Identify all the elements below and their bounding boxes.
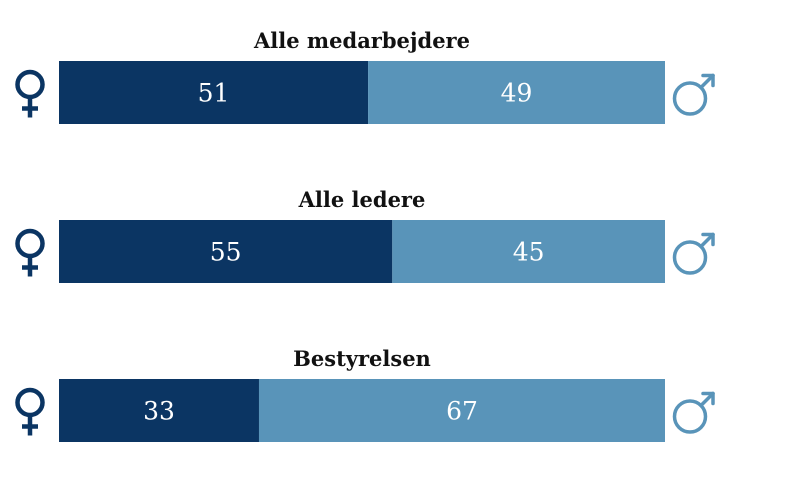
female-symbol-icon	[15, 387, 45, 436]
bar-segment-male	[258, 379, 665, 442]
bar-segment-female	[59, 379, 259, 442]
bar-segment-male	[368, 61, 665, 124]
female-symbol-icon	[15, 69, 45, 118]
female-symbol-icon	[15, 228, 45, 277]
bar-segment-female	[59, 61, 369, 124]
bar-row-alle-medarbejdere: Alle medarbejdere 51 49	[15, 28, 715, 124]
male-symbol-icon	[672, 73, 715, 116]
data-label: 51	[198, 79, 230, 108]
bar-segment-female	[59, 220, 393, 283]
male-symbol-icon	[672, 391, 715, 434]
data-label: 33	[143, 397, 175, 426]
category-label: Alle ledere	[298, 187, 426, 212]
category-label: Alle medarbejdere	[253, 28, 470, 53]
data-label: 45	[513, 238, 545, 267]
data-label: 49	[501, 79, 533, 108]
data-label: 67	[446, 397, 478, 426]
bar-row-bestyrelsen: Bestyrelsen 33 67	[15, 346, 715, 442]
bar-row-alle-ledere: Alle ledere 55 45	[15, 187, 715, 283]
category-label: Bestyrelsen	[293, 346, 431, 371]
male-symbol-icon	[672, 232, 715, 275]
data-label: 55	[210, 238, 242, 267]
bar-segment-male	[392, 220, 665, 283]
